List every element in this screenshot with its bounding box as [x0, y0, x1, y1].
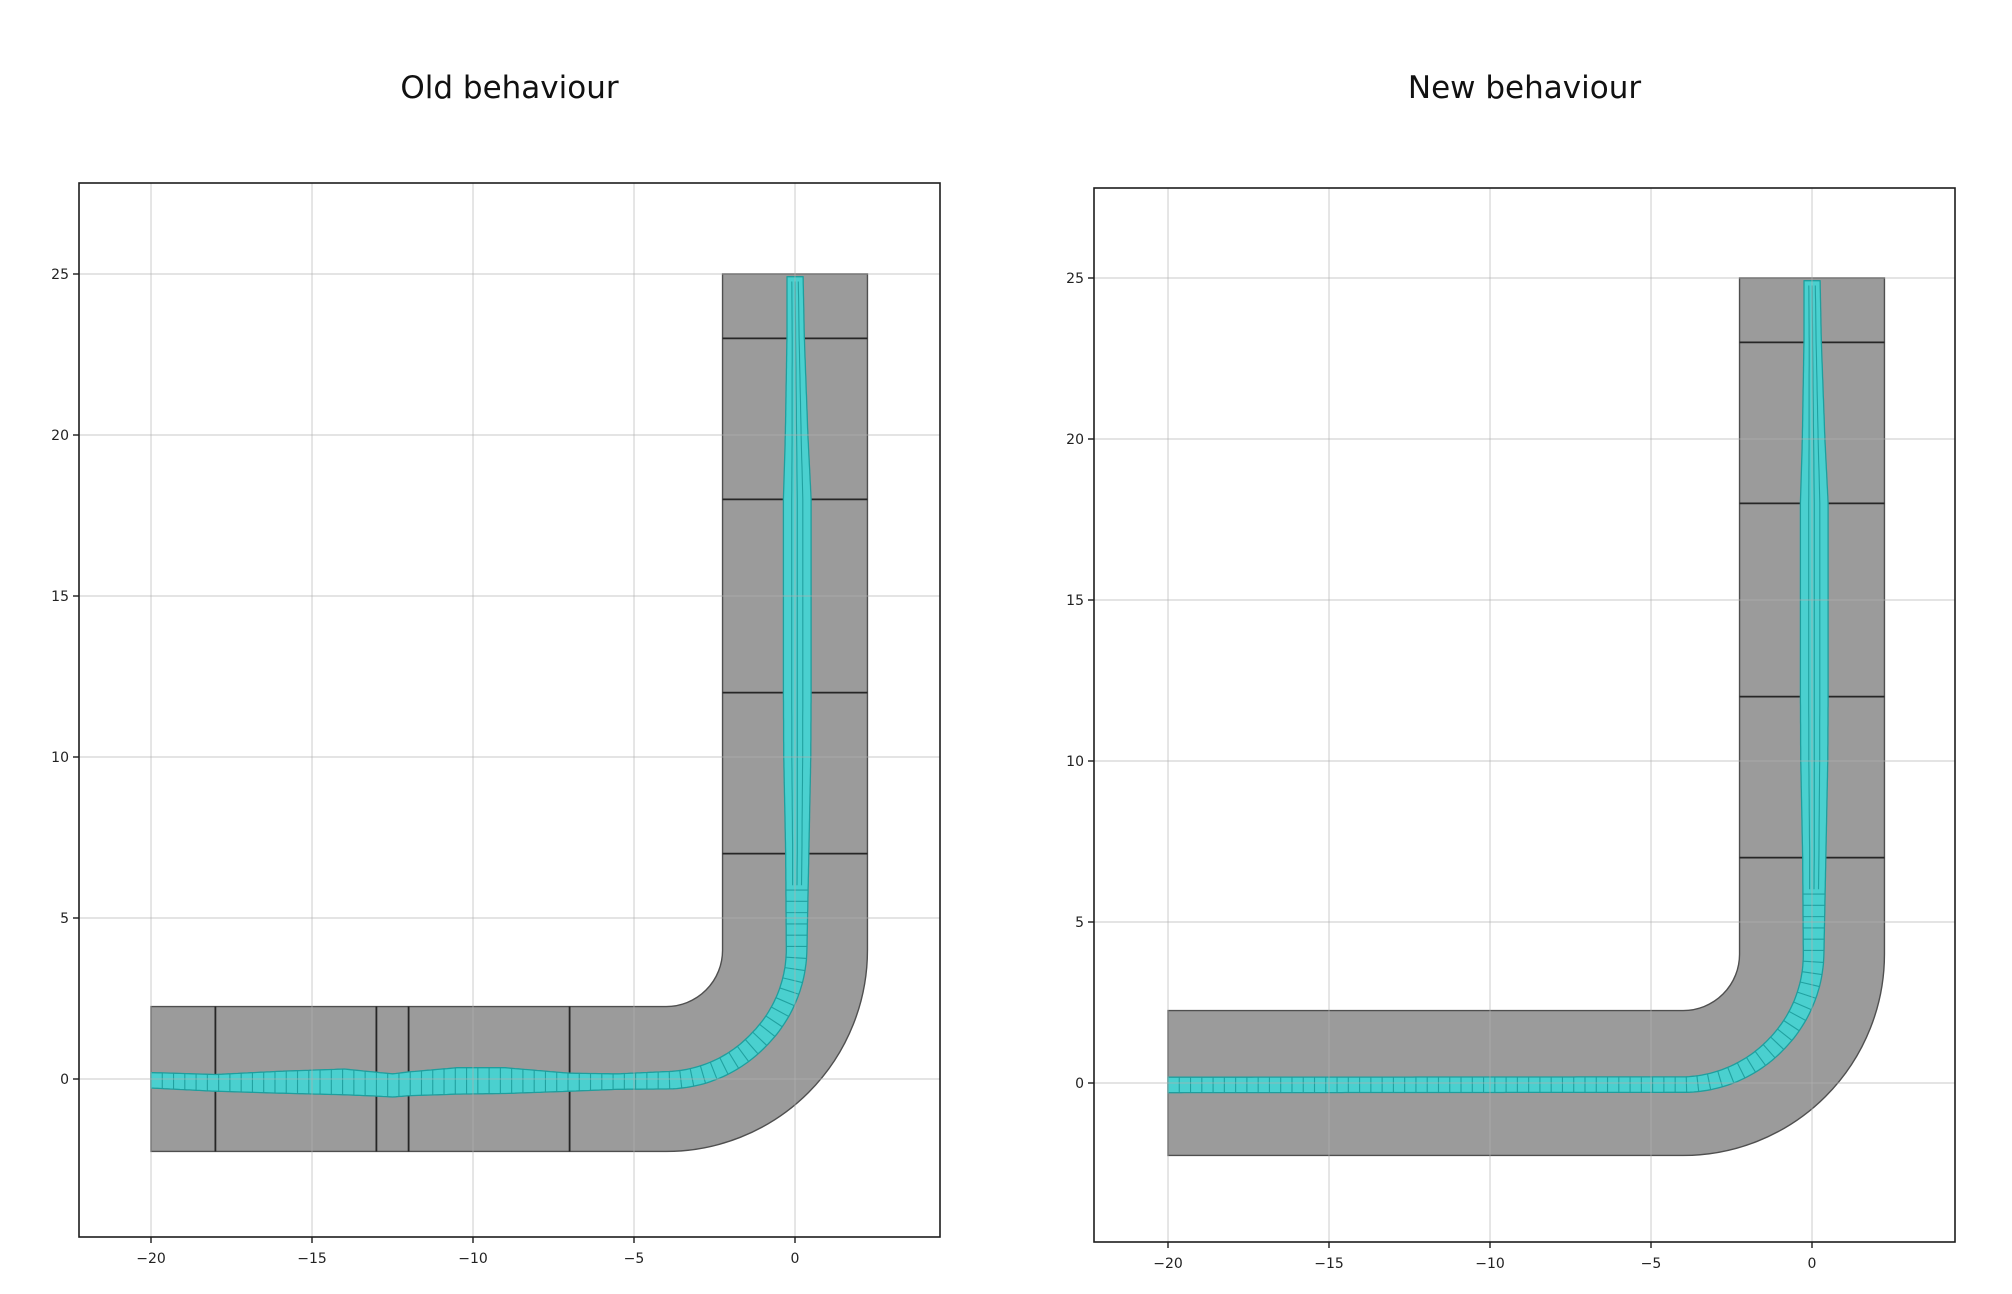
x-tick-label: −5	[1641, 1256, 1662, 1272]
x-tick-label: −15	[1314, 1256, 1344, 1272]
axes-frame	[78, 182, 941, 1238]
x-tick-label: 0	[1808, 1256, 1817, 1272]
trajectory-segment-rungs	[1178, 285, 1826, 1093]
y-tick-label: 15	[51, 589, 69, 605]
trajectory-band	[150, 276, 812, 1098]
axis-ticks-and-labels: −20 −15 −10 −5 0 0 5 10 15 20 25	[1066, 271, 1816, 1272]
right-plot-title: New behaviour	[1407, 70, 1642, 106]
y-tick-label: 5	[1075, 915, 1084, 931]
y-tick-label: 20	[1066, 432, 1084, 448]
trajectory-segment-rungs	[161, 281, 809, 1097]
x-tick-label: −10	[458, 1251, 488, 1267]
axis-ticks-and-labels: −20 −15 −10 −5 0 0 5 10 15 20 25	[51, 267, 799, 1267]
y-tick-label: 25	[1066, 271, 1084, 287]
subplot-old-behaviour: −20 −15 −10 −5 0 0 5 10 15 20 25	[51, 182, 941, 1267]
road-surface	[1167, 277, 1886, 1157]
y-tick-label: 5	[60, 911, 69, 927]
road-surface	[150, 273, 869, 1153]
x-tick-label: 0	[791, 1251, 800, 1267]
x-tick-label: −15	[297, 1251, 327, 1267]
left-plot-title: Old behaviour	[400, 70, 619, 106]
y-tick-label: 20	[51, 428, 69, 444]
y-tick-label: 0	[60, 1072, 69, 1088]
y-tick-label: 0	[1075, 1076, 1084, 1092]
y-tick-label: 10	[1066, 754, 1084, 770]
x-tick-label: −20	[136, 1251, 166, 1267]
y-tick-label: 25	[51, 267, 69, 283]
axes-frame	[1093, 187, 1956, 1243]
gridlines	[1094, 188, 1955, 1242]
trajectory-band	[1167, 280, 1829, 1094]
x-tick-label: −10	[1475, 1256, 1505, 1272]
subplot-new-behaviour: −20 −15 −10 −5 0 0 5 10 15 20 25	[1066, 187, 1956, 1272]
y-tick-label: 10	[51, 750, 69, 766]
gridlines	[79, 183, 940, 1237]
x-tick-label: −20	[1153, 1256, 1183, 1272]
x-tick-label: −5	[624, 1251, 645, 1267]
y-tick-label: 15	[1066, 593, 1084, 609]
